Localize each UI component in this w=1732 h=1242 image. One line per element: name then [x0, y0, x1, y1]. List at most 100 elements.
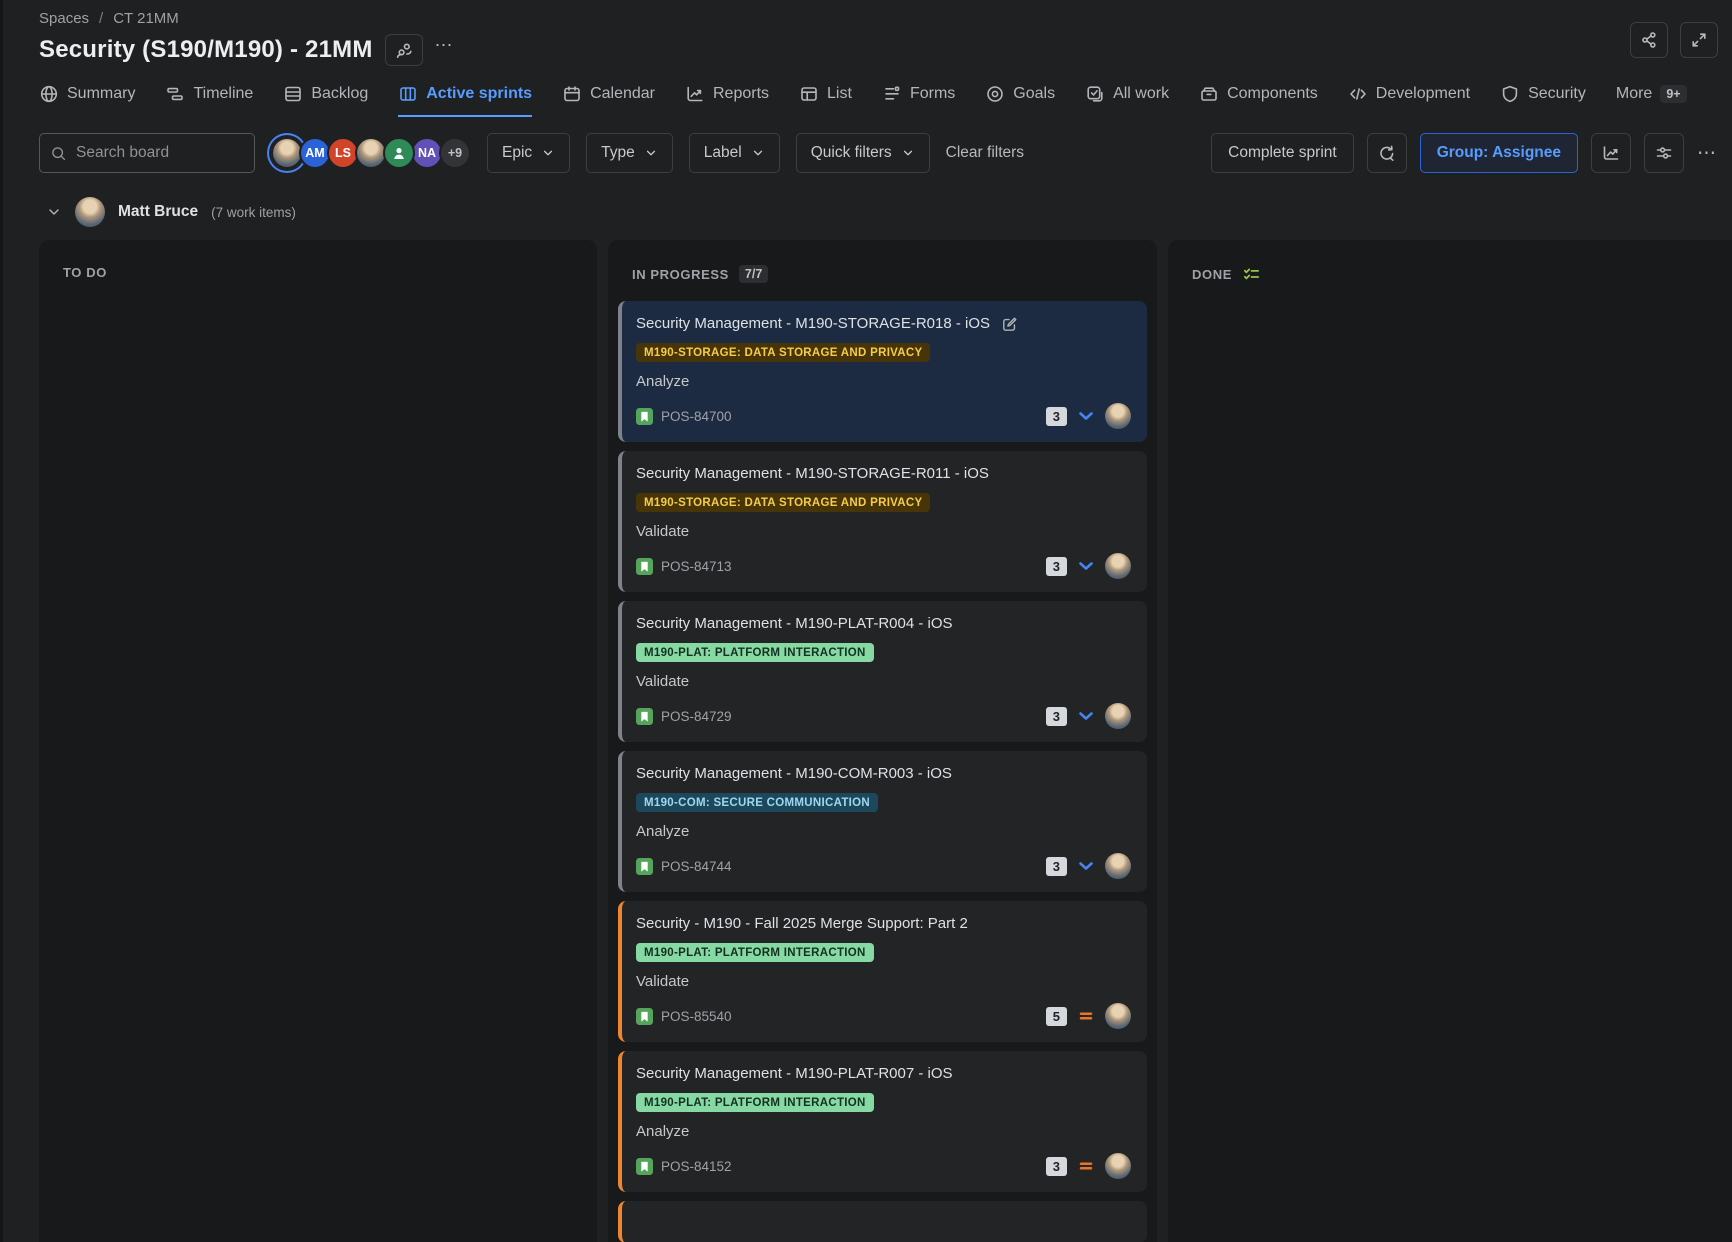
estimate-badge: 3	[1045, 556, 1067, 576]
epic-filter-dropdown[interactable]: Epic	[487, 133, 571, 173]
tab-forms[interactable]: Forms	[882, 84, 955, 117]
priority-low-icon	[1079, 412, 1093, 420]
group-by-assignee-button[interactable]: Group: Assignee	[1419, 133, 1578, 173]
tab-goals[interactable]: Goals	[985, 84, 1055, 117]
card-title: Security Management - M190-STORAGE-R018 …	[636, 315, 991, 332]
tab-calendar[interactable]: Calendar	[562, 84, 655, 117]
column-done: DONE	[1168, 240, 1732, 1242]
group-assignee-avatar	[75, 197, 105, 227]
card-title: Security Management - M190-PLAT-R007 - i…	[636, 1065, 953, 1082]
column-title: IN PROGRESS	[632, 266, 729, 282]
share-button[interactable]	[1630, 22, 1668, 58]
card-status: Analyze	[636, 823, 690, 840]
tab-summary[interactable]: Summary	[39, 84, 135, 117]
work-item-card[interactable]: Security Management - M190-PLAT-R007 - i…	[618, 1051, 1147, 1192]
card-key: POS-84729	[661, 708, 732, 724]
breadcrumb: Spaces / CT 21MM	[0, 0, 1732, 27]
breadcrumb-separator: /	[99, 10, 104, 27]
dropdown-label: Epic	[502, 144, 533, 161]
story-type-icon	[636, 707, 653, 725]
avatar-overflow-count[interactable]: +9	[439, 137, 471, 169]
work-item-card[interactable]: Security Management - M190-STORAGE-R018 …	[618, 301, 1147, 442]
card-assignee-avatar	[1105, 703, 1131, 729]
table-icon	[801, 87, 817, 101]
priority-medium-icon	[1079, 1162, 1093, 1170]
tab-security[interactable]: Security	[1500, 84, 1586, 117]
timeline-icon	[167, 87, 184, 101]
list-lines-icon	[885, 86, 900, 100]
shield-icon	[1502, 85, 1518, 103]
tab-label: Reports	[713, 85, 770, 102]
type-filter-dropdown[interactable]: Type	[586, 133, 673, 173]
tab-backlog[interactable]: Backlog	[283, 84, 368, 117]
tab-timeline[interactable]: Timeline	[165, 84, 253, 117]
tab-label: Development	[1375, 85, 1471, 102]
search-input[interactable]	[76, 144, 226, 162]
person-icon	[394, 148, 404, 159]
tab-reports[interactable]: Reports	[685, 84, 769, 117]
breadcrumb-project[interactable]: CT 21MM	[113, 10, 179, 27]
priority-medium-icon	[1079, 1012, 1093, 1020]
card-title: Security Management - M190-PLAT-R004 - i…	[636, 615, 953, 632]
tab-all-work[interactable]: All work	[1085, 84, 1169, 117]
assignee-avatar-filters: AM LS NA +9	[271, 137, 471, 169]
tab-active-sprints[interactable]: Active sprints	[398, 84, 533, 117]
story-type-icon	[636, 1007, 653, 1025]
tab-components[interactable]: Components	[1199, 84, 1318, 117]
assignee-group-header: Matt Bruce (7 work items)	[0, 173, 1732, 227]
tab-development[interactable]: Development	[1348, 84, 1470, 117]
header-actions	[1630, 22, 1718, 58]
avatar-generic-user[interactable]	[383, 137, 415, 169]
breadcrumb-spaces[interactable]: Spaces	[39, 10, 90, 27]
tab-label: Backlog	[311, 85, 369, 102]
collapse-group-chevron-icon[interactable]	[46, 204, 62, 220]
feedback-button[interactable]	[1366, 133, 1407, 173]
board-more-button[interactable]: ⋯	[1697, 142, 1718, 164]
search-board[interactable]	[39, 133, 255, 173]
card-title: Security Management - M190-COM-R003 - iO…	[636, 765, 952, 782]
clear-filters-button[interactable]: Clear filters	[945, 144, 1025, 161]
tab-label: Summary	[67, 85, 136, 102]
column-count-badge: 7/7	[738, 265, 769, 283]
story-type-icon	[636, 407, 653, 425]
card-assignee-avatar	[1105, 853, 1131, 879]
code-icon	[1349, 88, 1366, 100]
estimate-badge: 3	[1045, 706, 1067, 726]
story-type-icon	[636, 857, 653, 875]
estimate-badge: 5	[1045, 1006, 1067, 1026]
card-assignee-avatar	[1105, 403, 1131, 429]
work-item-card[interactable]: Security Management - M190-STORAGE-R011 …	[618, 451, 1147, 592]
column-in-progress: IN PROGRESS 7/7 Security Management - M1…	[608, 240, 1157, 1242]
dropdown-label: Label	[703, 144, 742, 161]
tab-more[interactable]: More 9+	[1616, 85, 1687, 116]
chart-trend-icon	[687, 86, 703, 102]
label-chip: M190-PLAT: PLATFORM INTERACTION	[636, 943, 874, 962]
title-more-button[interactable]: ⋯	[434, 35, 454, 55]
chevron-down-icon	[646, 150, 655, 156]
view-settings-button[interactable]	[1644, 133, 1684, 173]
work-item-card[interactable]: Security Management - M190-PLAT-R004 - i…	[618, 601, 1147, 742]
card-status: Analyze	[636, 1123, 690, 1140]
filter-bar: AM LS NA +9 Epic Type Label Quick filter…	[0, 117, 1732, 173]
board-members-button[interactable]	[384, 34, 423, 66]
avatar-initials[interactable]: AM	[299, 137, 331, 169]
quick-filters-dropdown[interactable]: Quick filters	[795, 133, 930, 173]
globe-icon	[40, 85, 58, 103]
priority-low-icon	[1079, 712, 1093, 720]
card-key: POS-84700	[661, 408, 732, 424]
story-type-icon	[636, 1157, 653, 1175]
group-assignee-name: Matt Bruce	[118, 203, 199, 220]
work-item-card[interactable]: Security Management - M190-COM-R003 - iO…	[618, 751, 1147, 892]
tab-list[interactable]: List	[799, 84, 852, 117]
work-item-card-partial[interactable]	[618, 1201, 1147, 1242]
board-columns-icon	[400, 87, 417, 101]
work-item-card[interactable]: Security - M190 - Fall 2025 Merge Suppor…	[618, 901, 1147, 1042]
label-filter-dropdown[interactable]: Label	[688, 133, 780, 173]
sliders-icon	[1656, 147, 1672, 159]
column-header: TO DO	[39, 240, 597, 296]
edit-summary-icon[interactable]	[1000, 315, 1019, 334]
insights-button[interactable]	[1591, 133, 1631, 173]
complete-sprint-button[interactable]: Complete sprint	[1211, 133, 1354, 173]
expand-button[interactable]	[1680, 22, 1718, 58]
